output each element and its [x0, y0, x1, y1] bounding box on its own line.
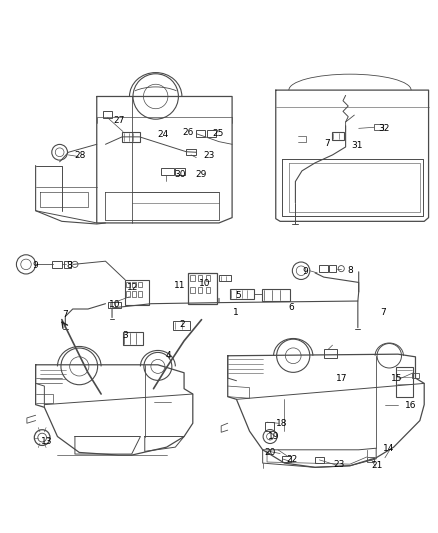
Bar	[206, 287, 210, 293]
Text: 2: 2	[179, 320, 185, 329]
Bar	[324, 350, 337, 358]
Bar	[138, 282, 142, 287]
Text: 16: 16	[404, 401, 416, 410]
Bar	[187, 273, 217, 304]
Bar	[175, 168, 185, 175]
Bar	[412, 373, 419, 377]
Text: 11: 11	[174, 280, 185, 289]
Bar	[318, 265, 328, 272]
Text: 6: 6	[288, 303, 294, 312]
Text: 15: 15	[392, 374, 403, 383]
Bar	[265, 422, 275, 431]
Text: 5: 5	[236, 291, 241, 300]
Bar	[64, 261, 71, 268]
Bar	[161, 168, 173, 175]
Text: 7: 7	[63, 310, 68, 319]
Text: 7: 7	[325, 139, 330, 148]
Text: 32: 32	[378, 124, 390, 133]
Text: 8: 8	[67, 261, 73, 270]
Bar	[52, 261, 62, 268]
Bar	[125, 280, 149, 305]
Bar	[207, 131, 215, 137]
Text: 10: 10	[199, 279, 210, 288]
Text: 20: 20	[265, 448, 276, 457]
Bar	[123, 332, 143, 345]
Bar	[329, 265, 336, 272]
Text: 22: 22	[287, 455, 298, 464]
Text: 7: 7	[380, 308, 385, 317]
Text: 28: 28	[74, 151, 86, 160]
Bar	[126, 292, 130, 297]
Bar	[262, 289, 290, 301]
Text: 13: 13	[41, 438, 52, 446]
Text: 23: 23	[333, 459, 345, 469]
Bar	[198, 287, 202, 293]
Text: 17: 17	[336, 374, 348, 383]
Text: 24: 24	[158, 130, 169, 139]
Text: 8: 8	[347, 266, 353, 275]
Bar	[103, 111, 112, 118]
Bar	[230, 289, 254, 299]
Text: 18: 18	[276, 419, 287, 428]
Text: 14: 14	[383, 443, 394, 453]
Bar	[108, 302, 121, 309]
Bar	[190, 275, 194, 281]
Text: 31: 31	[351, 141, 362, 150]
Bar	[315, 457, 324, 463]
Text: 26: 26	[182, 128, 193, 137]
Text: 27: 27	[114, 116, 125, 125]
Text: 9: 9	[303, 268, 308, 276]
Bar	[122, 132, 140, 142]
Text: 4: 4	[166, 351, 172, 360]
Bar	[396, 367, 413, 397]
Text: 19: 19	[268, 432, 280, 441]
Text: 1: 1	[233, 308, 238, 317]
Bar	[374, 124, 383, 131]
Text: 25: 25	[212, 129, 224, 138]
Bar	[196, 131, 205, 137]
Bar	[283, 456, 291, 462]
Text: 12: 12	[127, 283, 139, 292]
Bar	[126, 282, 130, 287]
Bar	[138, 292, 142, 297]
Text: 9: 9	[32, 261, 38, 270]
Text: 21: 21	[371, 461, 383, 470]
Bar	[190, 287, 194, 293]
Bar	[186, 149, 196, 155]
Bar	[173, 321, 190, 330]
Bar	[132, 292, 136, 297]
Bar	[332, 132, 344, 140]
Bar	[367, 457, 374, 462]
Bar	[219, 275, 231, 281]
Text: 23: 23	[204, 151, 215, 160]
Text: 3: 3	[122, 331, 128, 340]
Bar	[198, 275, 202, 281]
Bar	[132, 282, 136, 287]
Text: 29: 29	[195, 169, 206, 179]
Text: 10: 10	[110, 300, 121, 309]
Text: 30: 30	[174, 169, 185, 179]
Bar	[206, 275, 210, 281]
